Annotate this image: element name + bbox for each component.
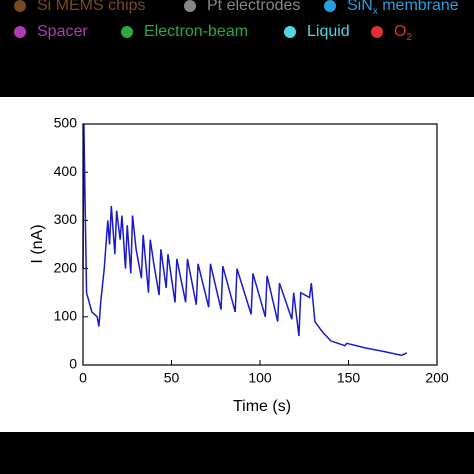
x-tick-label: 50 <box>164 370 180 386</box>
legend-label: Si MEMS chips <box>37 0 145 14</box>
legend-label: Pt electrodes <box>207 0 300 14</box>
plot-panel <box>0 97 474 432</box>
legend-label: Spacer <box>37 23 88 40</box>
legend-text: Electron-beam <box>144 23 248 40</box>
y-axis-label: I (nA) <box>29 224 46 263</box>
y-tick-label: 400 <box>54 163 78 179</box>
legend-label: Liquid <box>307 23 350 40</box>
x-tick-label: 100 <box>248 370 272 386</box>
x-tick-label: 150 <box>337 370 361 386</box>
legend-marker <box>14 0 26 12</box>
legend-text: Spacer <box>37 23 88 40</box>
x-tick-label: 200 <box>425 370 449 386</box>
legend-marker <box>324 0 336 12</box>
legend-text: Liquid <box>307 23 350 40</box>
legend-text: O <box>394 23 406 40</box>
y-tick-label: 200 <box>54 259 78 275</box>
legend-sub: x <box>373 6 378 17</box>
y-tick-label: 100 <box>54 308 78 324</box>
legend-label: SiNx membrane <box>347 0 459 17</box>
y-tick-label: 0 <box>69 356 77 372</box>
plot-frame <box>82 123 438 366</box>
legend-marker <box>121 26 133 38</box>
y-tick-label: 500 <box>54 115 78 131</box>
legend-marker <box>284 26 296 38</box>
legend-marker <box>14 26 26 38</box>
legend-label: Electron-beam <box>144 23 248 40</box>
data-line <box>82 123 408 357</box>
legend-tail: membrane <box>378 0 459 14</box>
legend-text: Pt electrodes <box>207 0 300 14</box>
x-tick-label: 0 <box>79 370 87 386</box>
legend-text: Si MEMS chips <box>37 0 145 14</box>
y-tick-label: 300 <box>54 211 78 227</box>
legend-sub: 2 <box>406 32 412 43</box>
legend-label: O2 <box>394 23 412 42</box>
legend-marker <box>184 0 196 12</box>
legend-marker <box>371 26 383 38</box>
legend-text: SiN <box>347 0 373 14</box>
x-axis-label: Time (s) <box>233 398 291 415</box>
